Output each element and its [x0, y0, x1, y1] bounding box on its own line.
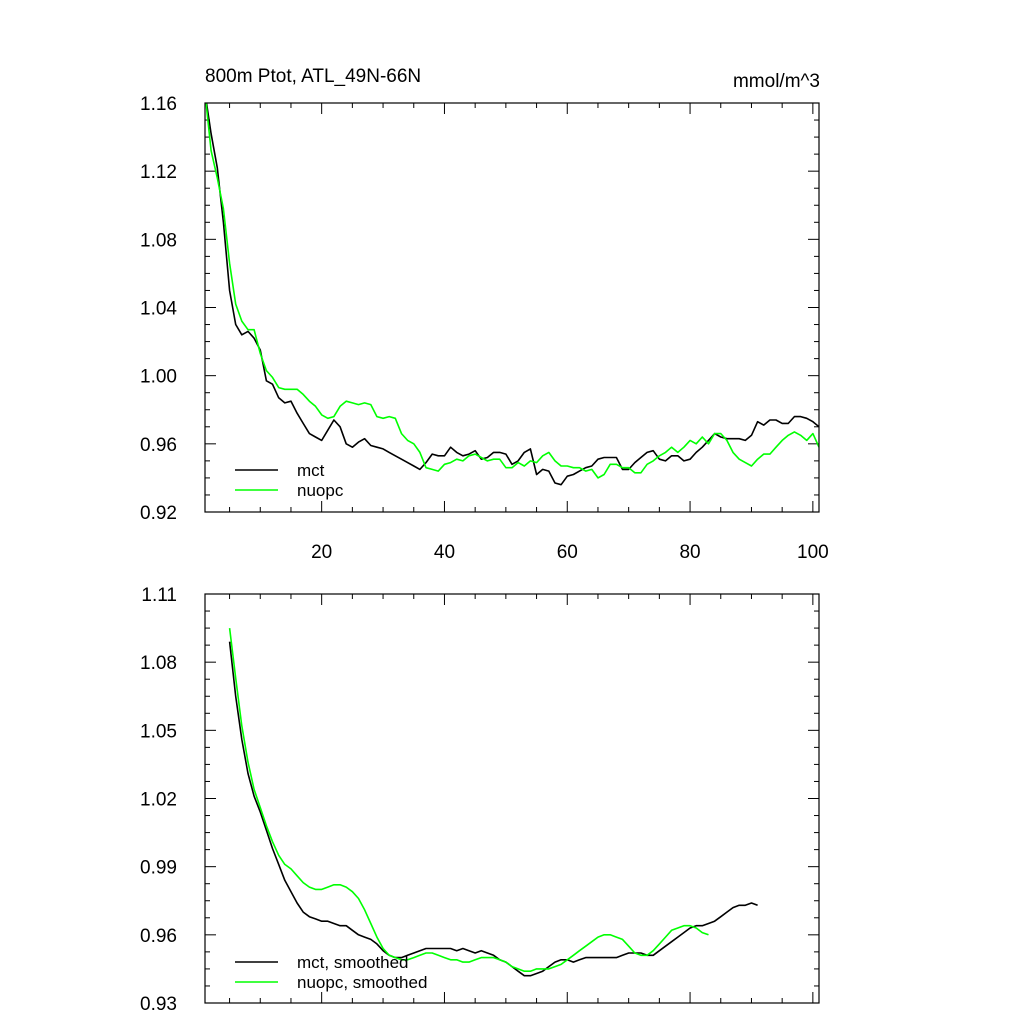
- y-tick-label: 1.05: [140, 721, 177, 742]
- y-tick-label: 1.12: [140, 162, 177, 183]
- x-tick-label: 20: [311, 542, 332, 563]
- bottom-panel: 0.93 0.96 0.99 1.02 1.05 1.08 1.11 mct, smooth…: [140, 585, 820, 1015]
- y-tick-label: 1.00: [140, 367, 177, 388]
- y-tick-label: 1.16: [140, 94, 177, 115]
- x-tick-label: 60: [557, 542, 578, 563]
- legend-label-mct: mct: [297, 461, 325, 480]
- plot-frame: [204, 593, 820, 1004]
- y-tick-label: 1.11: [141, 585, 177, 606]
- units-label: mmol/m^3: [733, 71, 820, 92]
- legend-label-nuopc-smoothed: nuopc, smoothed: [297, 973, 427, 992]
- legend-label-nuopc: nuopc: [297, 481, 344, 500]
- x-tick-label: 100: [797, 542, 829, 563]
- legend: mct nuopc: [235, 461, 344, 500]
- top-panel: 800m Ptot, ATL_49N-66N mmol/m^3 20 40 60 80…: [140, 66, 829, 563]
- plot-frame: [204, 102, 820, 513]
- y-tick-label: 0.93: [140, 994, 177, 1015]
- chart-title: 800m Ptot, ATL_49N-66N: [205, 66, 421, 87]
- series-line-nuopc-smoothed: [228, 628, 709, 973]
- y-tick-label: 1.08: [140, 230, 177, 251]
- y-tick-label: 1.08: [140, 653, 177, 674]
- series-line-mct-smoothed: [228, 641, 758, 977]
- legend: mct, smoothed nuopc, smoothed: [235, 953, 427, 992]
- y-tick-label: 0.92: [140, 503, 177, 524]
- y-tick-label: 0.96: [140, 926, 177, 947]
- series-line-nuopc: [205, 103, 819, 479]
- x-tick-label: 80: [679, 542, 700, 563]
- y-tick-label: 0.96: [140, 435, 177, 456]
- y-tick-label: 1.02: [140, 790, 177, 811]
- y-tick-label: 0.99: [140, 858, 177, 879]
- series-line-mct: [205, 103, 819, 486]
- legend-label-mct-smoothed: mct, smoothed: [297, 953, 409, 972]
- x-tick-label: 40: [434, 542, 455, 563]
- y-tick-label: 1.04: [140, 299, 177, 320]
